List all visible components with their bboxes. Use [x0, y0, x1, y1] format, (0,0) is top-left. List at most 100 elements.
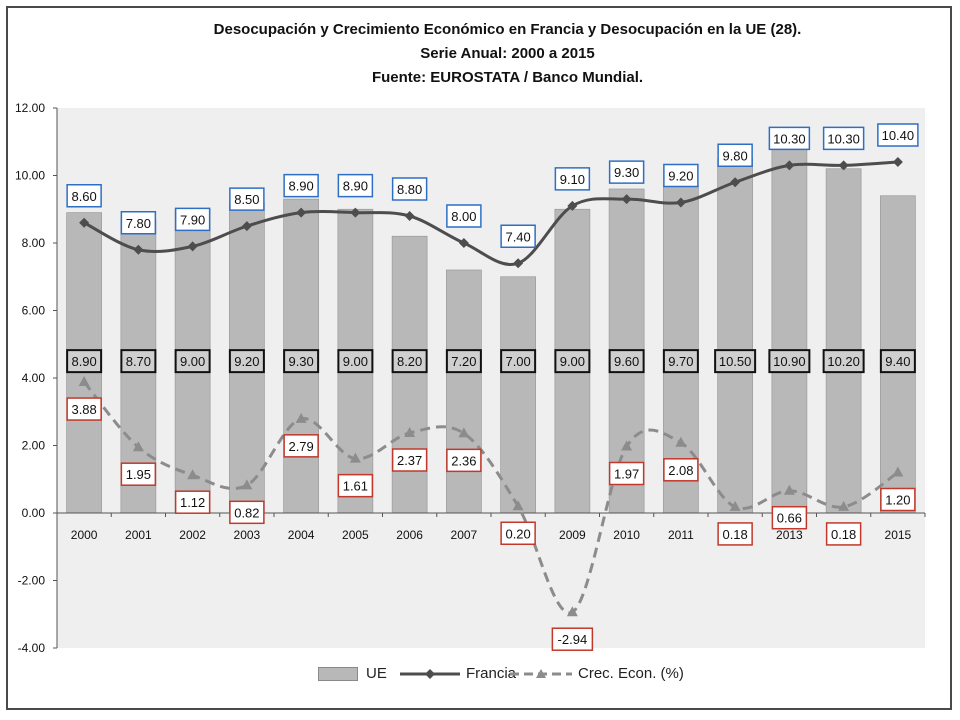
y-tick-label: 10.00 — [15, 169, 45, 183]
label-crec-2008: 0.20 — [505, 526, 530, 541]
point-crec-2005 — [349, 452, 361, 463]
label-francia-2015-box — [877, 123, 919, 147]
label-ue-2015-box — [879, 349, 916, 374]
label-crec-2012-box — [717, 522, 753, 546]
bar-ue-2008 — [500, 276, 536, 514]
label-crec-2004: 2.79 — [288, 439, 313, 454]
point-francia-2005 — [350, 207, 361, 218]
point-crec-2004 — [295, 412, 307, 423]
label-crec-2000-box — [66, 397, 102, 421]
point-francia-2012 — [730, 177, 741, 188]
label-crec-2005: 1.61 — [343, 479, 368, 494]
label-crec-2005-box — [337, 473, 374, 498]
point-crec-2007 — [458, 427, 470, 438]
label-ue-2014: 10.20 — [827, 354, 860, 369]
label-crec-2014: 0.18 — [831, 527, 856, 542]
y-tick-label: 2.00 — [22, 439, 46, 453]
label-crec-2004-box — [283, 434, 319, 458]
label-ue-2009: 9.00 — [560, 354, 585, 369]
point-crec-2015 — [892, 466, 904, 477]
point-francia-2010 — [621, 194, 632, 205]
label-francia-2008-box — [500, 224, 536, 248]
label-ue-2001: 8.70 — [126, 354, 151, 369]
label-francia-2015: 10.40 — [882, 128, 915, 143]
label-francia-2005: 8.90 — [343, 179, 368, 194]
x-tick-label: 2007 — [451, 528, 478, 542]
legend-swatch-crec — [510, 668, 572, 678]
point-francia-2008 — [513, 258, 524, 269]
label-ue-2001-box — [120, 349, 157, 374]
label-ue-2005: 9.00 — [343, 354, 368, 369]
legend-label-ue: UE — [366, 665, 387, 682]
label-francia-2009-box — [554, 167, 591, 191]
label-francia-2010: 9.30 — [614, 165, 639, 180]
label-francia-2012-box — [717, 143, 753, 167]
point-crec-2011 — [675, 436, 687, 447]
label-francia-2007-box — [446, 204, 482, 228]
label-francia-2003-box — [229, 187, 265, 211]
label-crec-2009: -2.94 — [558, 632, 588, 647]
x-tick-label: 2006 — [396, 528, 423, 542]
point-francia-2007 — [458, 238, 469, 248]
label-crec-2009-box — [551, 627, 594, 651]
label-francia-2000-box — [66, 184, 102, 208]
label-francia-2006-box — [391, 177, 428, 201]
point-crec-2008 — [512, 500, 524, 511]
point-crec-2014 — [838, 500, 850, 511]
point-crec-2012 — [729, 500, 741, 511]
x-tick-label: 2010 — [613, 528, 640, 542]
x-tick-label: 2004 — [288, 528, 315, 542]
x-tick-label: 2001 — [125, 528, 152, 542]
legend-swatch-francia — [400, 668, 460, 679]
chart-legend: UE Francia Crec. Econ. (%) — [0, 660, 960, 690]
x-tick-label: 2003 — [234, 528, 261, 542]
label-ue-2008-box — [500, 349, 537, 374]
point-crec-2000 — [78, 376, 90, 387]
label-francia-2008: 7.40 — [505, 229, 530, 244]
bar-ue-2012 — [717, 158, 753, 514]
point-francia-2013 — [784, 160, 795, 171]
point-crec-2006 — [404, 427, 416, 438]
x-tick-label: 2015 — [885, 528, 912, 542]
label-francia-2009: 9.10 — [560, 172, 585, 187]
label-ue-2009-box — [554, 349, 591, 374]
label-ue-2013: 10.90 — [773, 354, 806, 369]
chart-titles: Desocupación y Crecimiento Económico en … — [0, 18, 960, 90]
label-ue-2002-box — [174, 349, 211, 374]
label-crec-2011-box — [663, 458, 699, 482]
x-tick-label: 2011 — [668, 528, 694, 542]
label-crec-2013-box — [771, 505, 808, 530]
label-francia-2005-box — [337, 173, 374, 198]
label-francia-2010-box — [608, 160, 645, 184]
label-ue-2004: 9.30 — [288, 354, 313, 369]
label-ue-2010: 9.60 — [614, 354, 639, 369]
bar-ue-2007 — [446, 269, 482, 514]
label-crec-2013: 0.66 — [777, 511, 802, 526]
label-crec-2010: 1.97 — [614, 467, 639, 482]
point-francia-2006 — [404, 211, 415, 221]
label-ue-2005-box — [337, 349, 374, 374]
bar-ue-2014 — [825, 168, 862, 514]
label-francia-2014: 10.30 — [827, 131, 860, 146]
label-crec-2002-box — [174, 490, 211, 514]
label-ue-2008: 7.00 — [505, 354, 530, 369]
label-ue-2003: 9.20 — [234, 354, 259, 369]
label-crec-2003-box — [229, 500, 265, 525]
chart-subtitle-2: Fuente: EUROSTATA / Banco Mundial. — [371, 69, 644, 86]
point-francia-2000 — [79, 217, 90, 228]
label-crec-2011: 2.08 — [668, 463, 693, 478]
point-crec-2003 — [241, 479, 253, 490]
label-francia-2002: 7.90 — [180, 212, 205, 227]
label-crec-2015: 1.20 — [885, 493, 910, 508]
label-crec-2015-box — [880, 487, 916, 512]
point-francia-2009 — [567, 200, 578, 211]
y-tick-label: -4.00 — [18, 641, 46, 655]
y-tick-label: 8.00 — [22, 236, 46, 250]
label-francia-2001: 7.80 — [126, 216, 151, 231]
legend-swatch-ue — [318, 666, 358, 681]
label-crec-2000: 3.88 — [71, 402, 96, 417]
label-crec-2014-box — [825, 522, 862, 546]
line-francia — [83, 160, 898, 266]
point-francia-2015 — [892, 157, 903, 167]
